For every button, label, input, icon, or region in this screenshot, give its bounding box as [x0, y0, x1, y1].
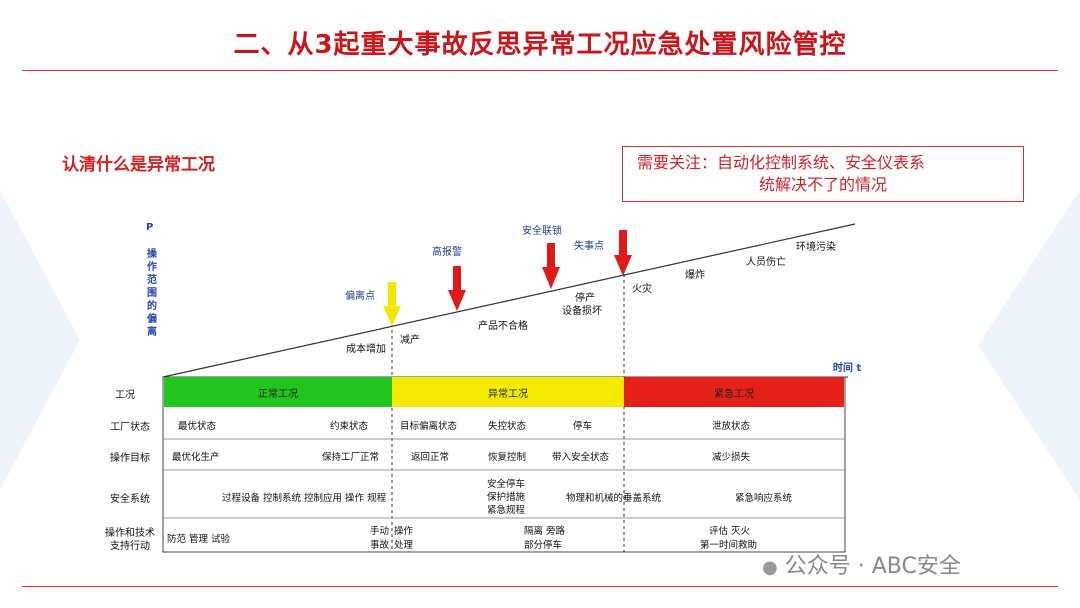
marker-label-interlock: 安全联锁: [522, 226, 562, 237]
row-label-support-2: 支持行动: [110, 541, 150, 552]
support-manual: 手动: [370, 526, 390, 537]
plant-state-venting: 泄放状态: [712, 421, 751, 432]
safety-interlock-arrow: [542, 243, 560, 289]
consequence-fire: 火灾: [632, 284, 652, 295]
op-goal-reduce-loss: 减少损失: [712, 452, 751, 463]
safety-emergency-response: 紧急响应系统: [735, 493, 793, 504]
consequence-equipment-damage: 设备损坏: [562, 306, 602, 317]
op-goal-keep-normal: 保持工厂正常: [322, 452, 380, 463]
consequence-pollution: 环境污染: [796, 242, 836, 253]
watermark: ● 公众号 · ABC安全: [762, 548, 961, 580]
title-divider: [22, 70, 1058, 71]
note-line-1: 需要关注：自动化控制系统、安全仪表系: [637, 153, 926, 172]
y-axis-symbol: P: [146, 222, 154, 233]
consequence-explosion: 爆炸: [685, 270, 705, 281]
plant-state-target-deviation: 目标偏离状态: [400, 421, 458, 432]
failure-point-arrow: [614, 230, 632, 276]
support-evaluate-extinguish: 评估 灭火: [709, 526, 751, 537]
support-handle: 处理: [394, 540, 414, 551]
row-label-safety-system: 安全系统: [110, 494, 150, 505]
op-goal-restore-control: 恢复控制: [488, 452, 527, 463]
marker-label-failure: 失事点: [574, 241, 604, 252]
right-chevron-decoration: [978, 190, 1080, 500]
safety-sis-protection: 保护措施: [487, 492, 526, 503]
safety-sis-shutdown: 安全停车: [487, 479, 526, 490]
safety-process-controls: 过程设备 控制系统 控制应用 操作 规程: [222, 493, 387, 504]
plant-state-out-of-control: 失控状态: [488, 421, 527, 432]
note-box: 需要关注：自动化控制系统、安全仪表系 统解决不了的情况: [622, 146, 1024, 202]
support-first-aid: 第一时间救助: [700, 540, 758, 551]
op-goal-bring-safe: 带入安全状态: [552, 452, 610, 463]
row-label-plant-state: 工厂状态: [110, 422, 150, 433]
support-isolate-bypass: 隔离 旁路: [524, 526, 566, 537]
left-chevron-decoration: [0, 190, 80, 490]
band-normal: 正常工况: [164, 377, 392, 407]
row-label-condition: 工况: [115, 390, 135, 401]
consequence-shutdown: 停产: [575, 293, 595, 304]
deviation-line: [162, 223, 856, 378]
high-alarm-arrow: [448, 266, 466, 311]
safety-sis-emergency-rules: 紧急规程: [487, 505, 526, 516]
plant-state-constrained: 约束状态: [330, 421, 369, 432]
consequence-cost-increase: 成本增加: [346, 344, 386, 355]
row-label-support-1: 操作和技术: [105, 528, 155, 539]
wechat-icon: ●: [762, 557, 778, 578]
band-emergency: 紧急工况: [624, 377, 844, 407]
consequence-casualties: 人员伤亡: [746, 257, 786, 268]
y-axis-label: 操作范围的偏离: [147, 249, 157, 338]
consequence-unqualified-product: 产品不合格: [478, 321, 528, 332]
deviation-point-arrow: [383, 282, 401, 326]
support-prevent: 防范 管理 试验: [167, 534, 231, 545]
section-subtitle: 认清什么是异常工况: [62, 155, 215, 175]
op-goal-return-normal: 返回正常: [411, 452, 450, 463]
safety-mitigation: 物理和机械的垂盖系统: [566, 493, 662, 504]
support-manual-incident: 事故: [370, 540, 390, 551]
x-axis-label: 时间 t: [833, 363, 862, 374]
marker-label-high-alarm: 高报警: [432, 247, 462, 258]
bottom-divider: [22, 586, 1058, 587]
note-line-2: 统解决不了的情况: [759, 175, 888, 194]
watermark-text: 公众号 · ABC安全: [784, 554, 961, 579]
plant-state-optimal: 最优状态: [178, 421, 217, 432]
band-abnormal: 异常工况: [392, 377, 624, 407]
row-label-op-goal: 操作目标: [110, 453, 150, 464]
op-goal-optimal-production: 最优化生产: [172, 452, 220, 463]
support-operation: 操作: [394, 526, 414, 537]
page-title: 二、从3起重大事故反思异常工况应急处置风险管控: [233, 30, 847, 60]
plant-state-stop: 停车: [573, 421, 593, 432]
support-partial-stop: 部分停车: [524, 540, 563, 551]
consequence-reduce-output: 减产: [400, 335, 420, 346]
marker-label-deviation: 偏离点: [345, 291, 375, 302]
